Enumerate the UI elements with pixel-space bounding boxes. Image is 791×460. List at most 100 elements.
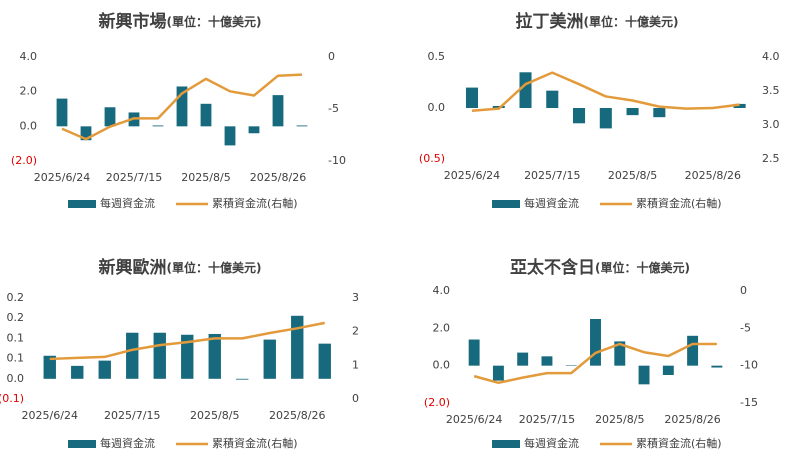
y2-tick-label: -10 (328, 154, 346, 167)
bar (153, 332, 166, 379)
bar (263, 339, 276, 379)
x-tick-label: 2025/8/26 (250, 171, 306, 184)
legend-swatch-bar (68, 200, 96, 208)
y-tick-label: 0.0 (428, 101, 446, 114)
y2-tick-label: -10 (740, 359, 758, 372)
y-tick-label: 2.0 (20, 85, 38, 98)
chart-subtitle: (單位：十億美元) (167, 14, 262, 29)
legend-label: 每週資金流 (100, 196, 155, 210)
bar (248, 126, 260, 134)
x-tick-label: 2025/8/26 (269, 409, 325, 422)
bar (181, 334, 194, 379)
chart-panel: 新興歐洲(單位：十億美元) 0.2 0.2 0.1 0.1 0.0 (0.1) 3 2 1 0 202… (0, 257, 359, 450)
bar (519, 72, 532, 108)
bar (733, 103, 746, 108)
bar (546, 90, 559, 108)
y-tick-label: 0.0 (7, 372, 25, 385)
chart-title: 新興歐洲(單位：十億美元) (99, 257, 262, 278)
bar (465, 87, 479, 108)
bar (272, 95, 284, 127)
x-tick-label: 2025/7/15 (519, 413, 575, 426)
cumulative-line (473, 342, 717, 385)
bar (224, 126, 236, 146)
bar (468, 339, 480, 366)
y2-tick-label: 3 (352, 291, 359, 304)
x-tick-label: 2025/8/5 (595, 413, 644, 426)
chart-title-main: 新興市場 (99, 11, 167, 32)
bar (662, 365, 674, 375)
y-tick-label: 0.2 (7, 291, 25, 304)
legend-label: 每週資金流 (524, 196, 579, 210)
y-tick-label: 0.5 (428, 50, 446, 63)
bar (626, 108, 639, 116)
cumulative-line (49, 321, 325, 361)
x-tick-label: 2025/7/15 (104, 409, 160, 422)
bar (200, 103, 212, 127)
chart-title-main: 新興歐洲 (99, 257, 167, 278)
bar (614, 341, 626, 366)
bar (71, 365, 84, 379)
bar (565, 365, 577, 366)
x-tick-label: 2025/6/24 (444, 169, 500, 182)
y-tick-label: 2.0 (433, 321, 451, 334)
bar (599, 108, 612, 129)
y-tick-label: 0.1 (7, 331, 25, 344)
x-tick-label: 2025/8/26 (685, 169, 741, 182)
bar (126, 332, 139, 379)
bar (318, 343, 331, 379)
chart-panel: 亞太不含日(單位：十億美元) 4.0 2.0 0.0 (2.0) 0 -5 -10 -15 202… (424, 257, 758, 450)
chart-panel: 拉丁美洲(單位：十億美元) 0.5 0.0 (0.5) 4.0 3.5 3.0 2.5 2025… (419, 11, 780, 210)
bar (56, 98, 68, 127)
y2-tick-label: -5 (328, 102, 339, 115)
chart-subtitle: (單位：十億美元) (595, 260, 690, 275)
bar (653, 108, 666, 118)
y2-tick-label: 0 (740, 284, 747, 297)
legend-label: 累積資金流(右軸) (212, 436, 298, 450)
bar (80, 126, 92, 141)
y-tick-label: (2.0) (424, 396, 450, 409)
chart-subtitle: (單位：十億美元) (167, 260, 262, 275)
bar (687, 335, 699, 366)
legend-swatch-bar (492, 440, 520, 448)
y2-tick-label: 3.0 (762, 118, 780, 131)
y-tick-label: (0.5) (419, 152, 445, 165)
y2-tick-label: 2 (352, 325, 359, 338)
bar (492, 365, 504, 381)
x-tick-label: 2025/7/15 (106, 171, 162, 184)
legend-label: 每週資金流 (524, 436, 579, 450)
bar (176, 86, 188, 127)
y-tick-label: (2.0) (11, 154, 37, 167)
legend-label: 累積資金流(右軸) (636, 196, 722, 210)
y2-tick-label: -15 (740, 396, 758, 409)
y-tick-label: 4.0 (20, 50, 38, 63)
y2-tick-label: 4.0 (762, 50, 780, 63)
y2-tick-label: -5 (740, 321, 751, 334)
chart-subtitle: (單位：十億美元) (584, 14, 679, 29)
y-tick-label: 0.2 (7, 311, 25, 324)
bar (590, 319, 601, 366)
chart-title-main: 拉丁美洲 (516, 11, 584, 32)
x-tick-label: 2025/8/26 (664, 413, 720, 426)
legend-swatch-bar (68, 440, 96, 448)
x-tick-label: 2025/8/5 (608, 169, 657, 182)
bar (492, 105, 505, 108)
y2-tick-label: 0 (328, 50, 335, 63)
y2-tick-label: 2.5 (762, 152, 780, 165)
bar (296, 125, 308, 127)
chart-title: 新興市場(單位：十億美元) (99, 11, 262, 32)
bar (711, 365, 723, 368)
y-tick-label: (0.1) (0, 392, 24, 405)
chart-title: 拉丁美洲(單位：十億美元) (516, 11, 679, 32)
bar (104, 107, 116, 127)
legend-label: 每週資金流 (100, 436, 155, 450)
legend-label: 累積資金流(右軸) (636, 436, 722, 450)
x-tick-label: 2025/8/5 (190, 409, 239, 422)
chart-title-main: 亞太不含日 (510, 257, 595, 278)
y-tick-label: 4.0 (433, 284, 451, 297)
bar (541, 356, 553, 366)
y-tick-label: 0.1 (7, 352, 25, 365)
y2-tick-label: 3.5 (762, 84, 780, 97)
bar (236, 378, 249, 380)
legend-swatch-bar (492, 200, 520, 208)
